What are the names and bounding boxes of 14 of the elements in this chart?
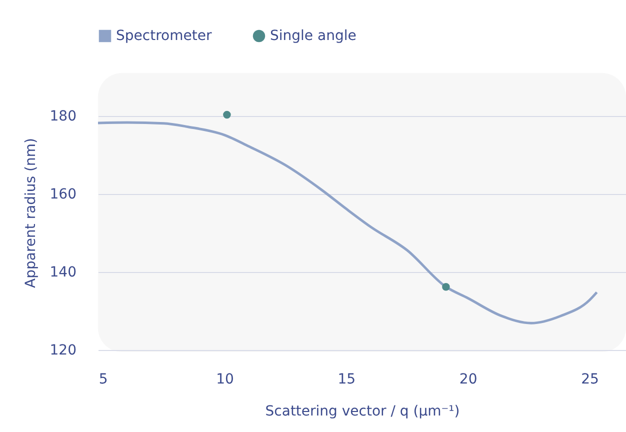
y-tick-label: 140 xyxy=(50,264,76,281)
x-tick-label: 15 xyxy=(338,372,356,388)
x-axis-title: Scattering vector / q (µm⁻¹) xyxy=(265,404,460,420)
x-tick-label: 10 xyxy=(216,372,234,388)
legend-label: Spectrometer xyxy=(116,28,212,44)
x-tick-label: 25 xyxy=(581,372,599,388)
y-tick-label: 160 xyxy=(50,186,76,202)
x-tick-label: 5 xyxy=(98,372,108,388)
y-tick-label: 180 xyxy=(50,108,76,124)
line-series xyxy=(96,121,598,324)
y-axis-title: Apparent radius (nm) xyxy=(22,138,39,288)
legend-label: Single angle xyxy=(270,28,356,44)
y-tick-label: 120 xyxy=(50,342,76,359)
x-tick-label: 20 xyxy=(459,372,478,388)
